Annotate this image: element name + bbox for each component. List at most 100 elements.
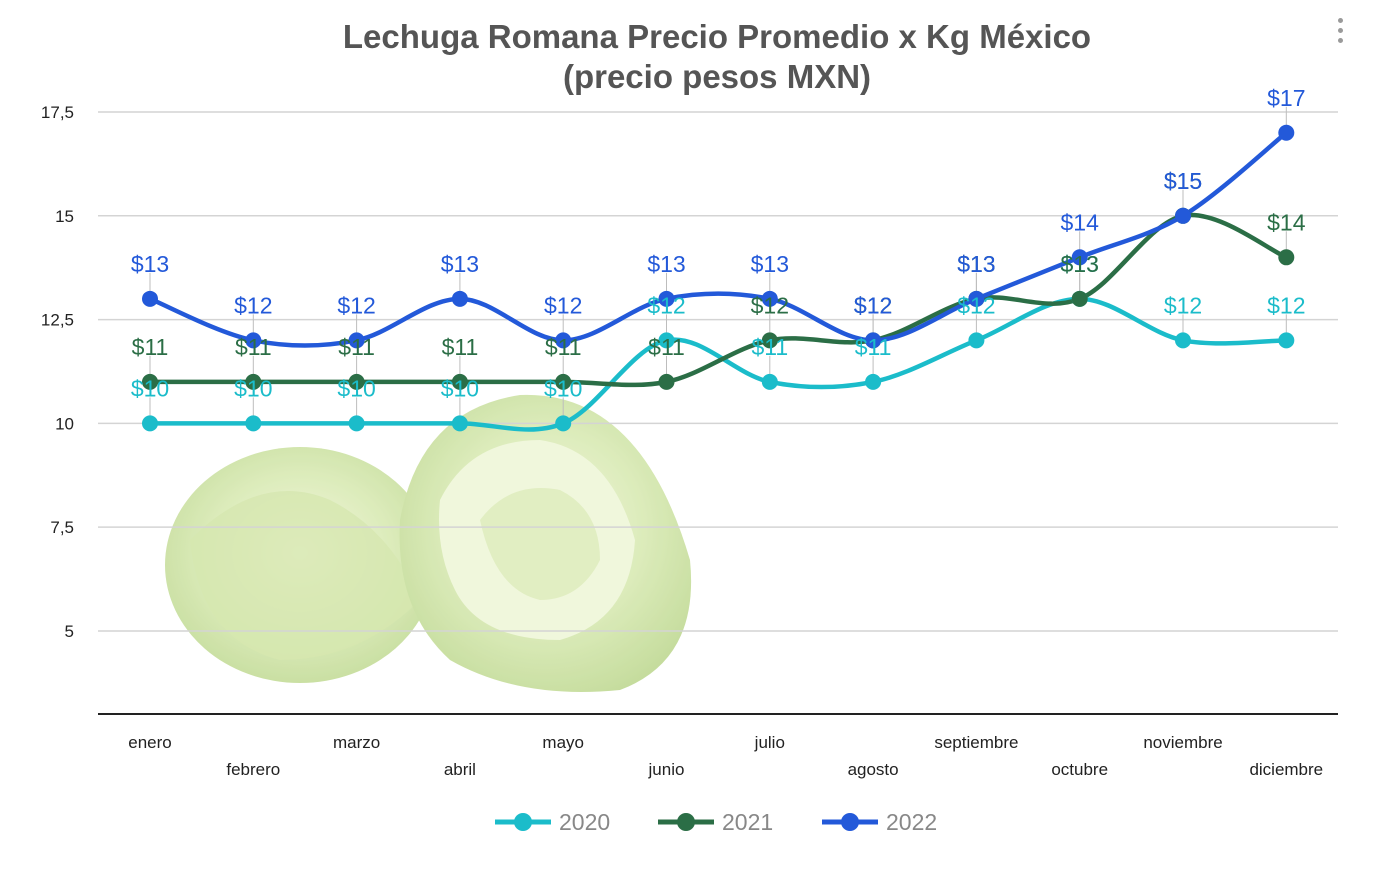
label-leaders [149, 106, 1287, 424]
data-label-2022: $13 [131, 251, 169, 277]
chart-title: Lechuga Romana Precio Promedio x Kg Méxi… [343, 18, 1091, 95]
x-axis-ticks: enero febrero marzo abril mayo junio julio agos… [128, 733, 1323, 779]
x-tick-label: febrero [226, 760, 280, 779]
point-2021 [658, 373, 675, 390]
data-label-2022: $12 [234, 292, 272, 318]
point-2020 [865, 373, 882, 390]
y-tick-label: 7,5 [50, 518, 74, 537]
series-lines [147, 130, 1289, 432]
point-2020 [348, 415, 365, 432]
chart-title-line-1: Lechuga Romana Precio Promedio x Kg Méxi… [343, 18, 1091, 55]
legend-marker-2022 [841, 813, 859, 831]
legend-label-2022: 2022 [886, 809, 937, 835]
x-tick-label: agosto [848, 760, 899, 779]
point-2020 [142, 415, 158, 432]
data-label-2021: $15 [1164, 168, 1202, 194]
point-2020 [1175, 332, 1191, 349]
point-2022 [142, 290, 158, 307]
data-label-2021: $13 [1061, 251, 1099, 277]
data-label-2022: $13 [751, 251, 789, 277]
x-tick-label: septiembre [934, 733, 1018, 752]
y-tick-label: 10 [55, 414, 74, 433]
point-2022 [1175, 207, 1191, 224]
point-2020 [658, 332, 675, 349]
data-label-2020: $13 [1061, 251, 1099, 277]
data-label-2020: $10 [337, 375, 375, 401]
data-label-2022: $14 [1061, 209, 1100, 235]
point-2021 [555, 373, 572, 390]
point-2020 [1278, 332, 1295, 349]
data-label-2020: $11 [751, 334, 788, 360]
data-label-2022: $13 [957, 251, 995, 277]
y-tick-label: 5 [65, 622, 74, 641]
data-label-2021: $11 [132, 334, 169, 360]
legend-marker-2020 [514, 813, 532, 831]
point-2020 [245, 415, 262, 432]
point-2021 [451, 373, 468, 390]
y-tick-label: 17,5 [41, 103, 74, 122]
x-tick-label: enero [128, 733, 171, 752]
x-tick-label: mayo [542, 733, 584, 752]
x-tick-label: junio [648, 760, 685, 779]
data-label-2021: $12 [751, 292, 789, 318]
point-2021 [1071, 290, 1088, 307]
point-2022 [245, 332, 262, 349]
point-2022 [865, 332, 882, 349]
point-2021 [142, 373, 158, 390]
point-2021 [245, 373, 262, 390]
data-label-2022: $12 [337, 292, 375, 318]
point-2020 [761, 373, 778, 390]
data-label-2022: $17 [1267, 85, 1305, 111]
point-2021 [348, 373, 365, 390]
more-options-icon[interactable] [1330, 18, 1350, 52]
point-2022 [348, 332, 365, 349]
point-2022 [968, 290, 985, 307]
data-label-2022: $12 [544, 292, 582, 318]
lettuce-image [165, 394, 692, 692]
data-label-2022: $13 [647, 251, 685, 277]
data-label-2021: $11 [442, 334, 479, 360]
data-label-2020: $10 [544, 375, 582, 401]
data-label-2020: $12 [1267, 292, 1305, 318]
point-2022 [451, 290, 468, 307]
data-label-2020: $12 [1164, 292, 1202, 318]
data-label-2020: $12 [647, 292, 685, 318]
point-2022 [1278, 124, 1295, 141]
data-label-2021: $11 [338, 334, 375, 360]
data-label-2020: $10 [234, 375, 272, 401]
chart-title-line-2: (precio pesos MXN) [563, 58, 871, 95]
data-label-2021: $11 [235, 334, 272, 360]
point-2022 [555, 332, 572, 349]
data-label-2021: $14 [1267, 209, 1306, 235]
legend-marker-2021 [677, 813, 695, 831]
point-2022 [1071, 249, 1088, 266]
point-2021 [1278, 249, 1295, 266]
legend: 2020 2021 2022 [495, 809, 937, 835]
data-label-2020: $10 [441, 375, 479, 401]
point-2020 [451, 415, 468, 432]
point-2021 [761, 332, 778, 349]
y-tick-label: 12,5 [41, 311, 74, 330]
x-tick-label: noviembre [1143, 733, 1222, 752]
x-tick-label: julio [754, 733, 785, 752]
point-2020 [555, 415, 572, 432]
data-label-2022: $13 [441, 251, 479, 277]
series-line-2021 [147, 212, 1289, 388]
point-2022 [658, 290, 675, 307]
data-label-2021: $12 [854, 292, 892, 318]
gridlines [98, 111, 1338, 632]
series-points [142, 124, 1295, 432]
x-tick-label: marzo [333, 733, 380, 752]
series-line-2022 [147, 130, 1289, 348]
legend-label-2020: 2020 [559, 809, 610, 835]
data-label-2020: $11 [855, 334, 892, 360]
point-2020 [968, 332, 985, 349]
x-tick-label: abril [444, 760, 476, 779]
x-tick-label: diciembre [1249, 760, 1323, 779]
y-axis-ticks: 5 7,5 10 12,5 15 17,5 [41, 103, 74, 641]
data-label-2021: $11 [545, 334, 582, 360]
data-label-2021: $13 [957, 251, 995, 277]
data-label-2022: $12 [854, 292, 892, 318]
data-label-2020: $12 [957, 292, 995, 318]
